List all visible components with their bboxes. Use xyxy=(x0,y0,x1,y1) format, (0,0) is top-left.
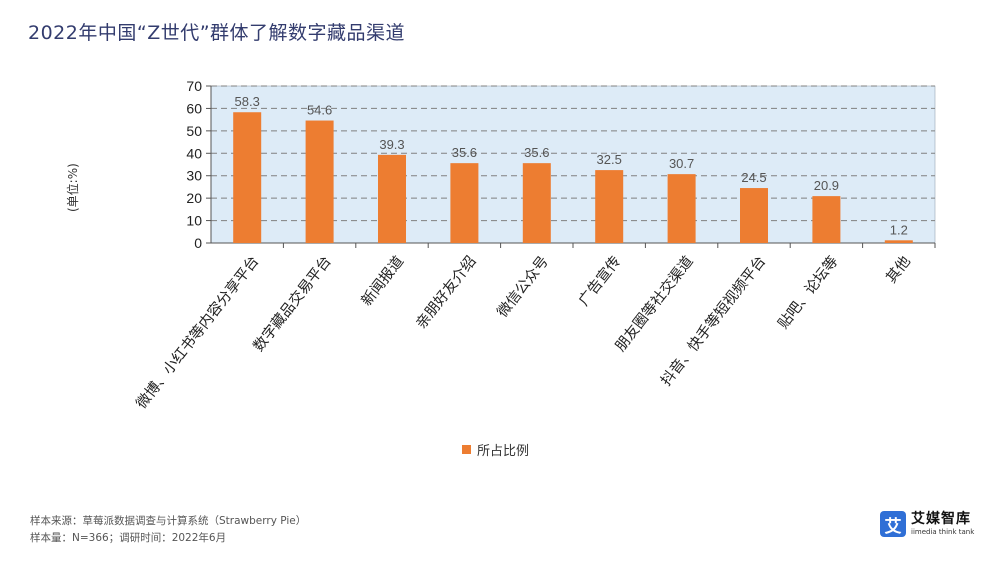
x-tick-label: 贴吧、论坛等 xyxy=(774,252,842,332)
y-tick-label: 60 xyxy=(186,100,202,116)
y-tick-label: 70 xyxy=(186,78,202,94)
data-label: 30.7 xyxy=(669,156,694,171)
logo-icon: 艾 xyxy=(880,511,906,537)
bar xyxy=(450,163,479,243)
bar xyxy=(740,188,768,243)
legend-label: 所占比例 xyxy=(477,444,530,459)
data-label: 39.3 xyxy=(379,137,404,152)
x-tick-label: 新闻报道 xyxy=(358,253,407,309)
y-tick-label: 30 xyxy=(186,168,202,184)
chart-title: 2022年中国“Z世代”群体了解数字藏品渠道 xyxy=(28,22,406,44)
bar xyxy=(233,112,262,244)
y-tick-label: 20 xyxy=(186,190,202,206)
logo-name-en: iimedia think tank xyxy=(911,528,975,536)
logo-name-cn: 艾媒智库 xyxy=(911,511,971,527)
bar xyxy=(812,196,841,243)
bar xyxy=(305,120,334,243)
y-tick-label: 0 xyxy=(194,235,202,251)
x-tick-label: 数字藏品交易平台 xyxy=(249,252,335,354)
legend-swatch xyxy=(462,445,471,454)
data-label: 35.6 xyxy=(452,145,477,160)
bar xyxy=(884,240,913,243)
x-tick-label: 朋友圈等社交渠道 xyxy=(611,252,697,354)
bar xyxy=(667,174,696,243)
data-label: 58.3 xyxy=(235,94,260,109)
data-label: 24.5 xyxy=(741,170,766,185)
x-tick-label: 微博、小红书等内容分享平台 xyxy=(132,252,262,412)
bar-chart: 0 10 20 30 40 50 60 70 58.3 微博、小红书等内容分享平台 54.6 数字藏品… xyxy=(132,78,936,412)
data-label: 54.6 xyxy=(307,103,332,118)
source-line-2: 样本量：N=366；调研时间：2022年6月 xyxy=(30,532,227,544)
data-label: 20.9 xyxy=(814,178,839,193)
source-line-1: 样本来源：草莓派数据调查与计算系统（Strawberry Pie） xyxy=(30,515,307,527)
data-label: 35.6 xyxy=(524,145,549,160)
bar xyxy=(522,163,551,243)
source-note: 样本来源：草莓派数据调查与计算系统（Strawberry Pie） 样本量：N=… xyxy=(30,513,306,547)
bar xyxy=(595,170,624,243)
data-label: 32.5 xyxy=(597,152,622,167)
y-tick-label: 10 xyxy=(186,213,202,229)
y-tick-label: 50 xyxy=(186,123,202,139)
x-tick-label: 亲朋好友介绍 xyxy=(413,253,480,332)
bar xyxy=(378,154,406,243)
iimedia-logo: 艾 艾媒智库 iimedia think tank xyxy=(880,511,974,537)
x-tick-label: 其他 xyxy=(883,253,914,286)
data-label: 1.2 xyxy=(890,222,908,237)
x-tick-label: 广告宣传 xyxy=(575,253,624,309)
y-tick-label: 40 xyxy=(186,145,202,161)
x-tick-label: 微信公众号 xyxy=(494,253,552,321)
legend: 所占比例 xyxy=(462,440,529,459)
